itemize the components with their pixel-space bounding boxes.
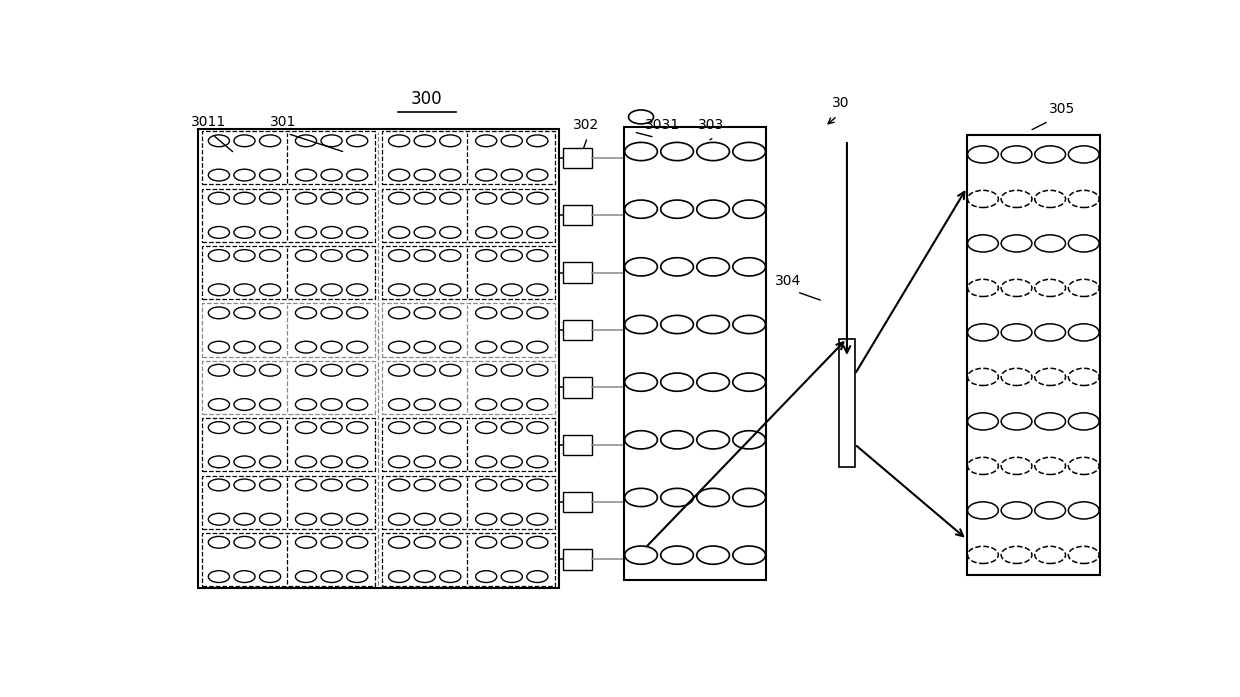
Bar [202, 533, 374, 586]
Text: 302: 302 [573, 118, 599, 132]
Bar [202, 475, 374, 528]
Bar [563, 434, 593, 455]
Bar [563, 263, 593, 283]
Bar [624, 127, 766, 580]
Text: 3011: 3011 [191, 115, 226, 129]
Text: 3031: 3031 [645, 118, 681, 132]
Text: 301: 301 [270, 115, 296, 129]
Bar [382, 361, 554, 414]
Bar [202, 246, 374, 299]
Text: 304: 304 [775, 274, 801, 288]
Text: 303: 303 [698, 118, 724, 132]
Bar [563, 205, 593, 226]
Bar [202, 189, 374, 242]
Bar [382, 132, 554, 185]
Bar [382, 189, 554, 242]
Bar [563, 492, 593, 512]
Bar [382, 303, 554, 357]
Bar [563, 377, 593, 397]
Text: 305: 305 [1049, 102, 1075, 116]
Bar [382, 533, 554, 586]
Bar [563, 148, 593, 168]
Bar [382, 246, 554, 299]
Bar [202, 418, 374, 471]
Bar [202, 132, 374, 185]
Bar [839, 339, 854, 468]
Bar [563, 549, 593, 569]
Bar [198, 129, 558, 588]
Bar [202, 303, 374, 357]
Bar [563, 320, 593, 340]
Bar [967, 135, 1100, 575]
Text: 300: 300 [412, 90, 443, 108]
Text: 30: 30 [832, 96, 849, 110]
Bar [382, 418, 554, 471]
Bar [382, 475, 554, 528]
Bar [202, 361, 374, 414]
